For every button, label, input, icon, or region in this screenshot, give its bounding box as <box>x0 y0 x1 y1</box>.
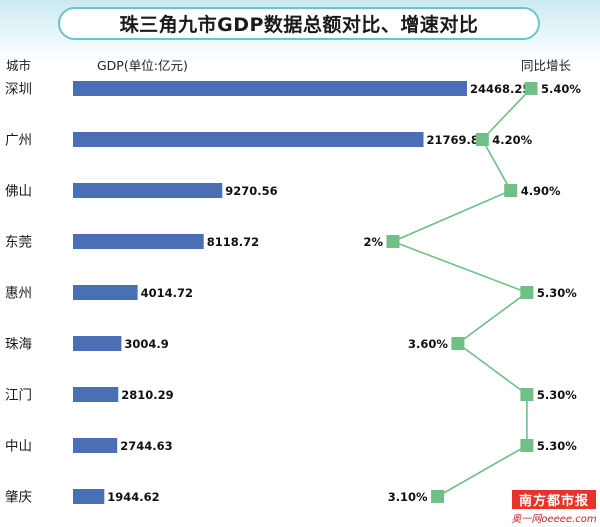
newspaper-logo: 南方都市报 <box>512 490 596 509</box>
chart-title: 珠三角九市GDP数据总额对比、增速对比 <box>119 14 479 36</box>
gdp-bar <box>73 489 105 504</box>
gdp-value-label: 1944.62 <box>107 490 159 504</box>
city-label: 珠海 <box>5 337 32 353</box>
gdp-bar <box>73 336 122 351</box>
growth-marker <box>504 184 518 197</box>
gdp-value-label: 8118.72 <box>207 235 259 249</box>
gdp-bar <box>73 234 204 249</box>
city-label: 江门 <box>5 388 32 404</box>
gdp-bar <box>73 132 424 147</box>
growth-value-label: 5.30% <box>537 439 577 453</box>
gdp-value-label: 3004.9 <box>124 337 168 351</box>
city-label: 深圳 <box>5 82 32 98</box>
gdp-value-label: 21769.84 <box>427 133 487 147</box>
city-label: 惠州 <box>5 286 32 302</box>
gdp-value-label: 9270.56 <box>225 184 277 198</box>
website-watermark: 奥一网oeeee.com <box>511 514 597 525</box>
growth-marker <box>451 337 465 350</box>
growth-value-label: 2% <box>363 235 383 249</box>
city-label: 广州 <box>5 133 32 149</box>
gdp-bar <box>73 81 467 96</box>
gdp-value-label: 24468.25 <box>470 82 530 96</box>
growth-marker <box>475 133 489 146</box>
city-label: 东莞 <box>5 235 32 251</box>
city-label: 肇庆 <box>5 490 32 506</box>
growth-value-label: 3.10% <box>388 490 428 504</box>
growth-marker <box>520 286 534 299</box>
growth-marker <box>524 82 538 95</box>
growth-marker <box>386 235 400 248</box>
chart-title-banner: 珠三角九市GDP数据总额对比、增速对比 <box>58 7 540 40</box>
growth-value-label: 3.60% <box>408 337 448 351</box>
growth-marker <box>520 439 534 452</box>
growth-value-label: 5.40% <box>541 82 581 96</box>
growth-value-label: 5.30% <box>537 388 577 402</box>
gdp-bar <box>73 285 138 300</box>
gdp-value-label: 2744.63 <box>120 439 172 453</box>
growth-column-header: 同比增长 <box>521 58 572 73</box>
gdp-bar <box>73 183 223 198</box>
growth-value-label: 5.30% <box>537 286 577 300</box>
growth-value-label: 4.20% <box>492 133 532 147</box>
gdp-column-header: GDP(单位:亿元) <box>97 58 188 73</box>
gdp-bar <box>73 438 118 453</box>
growth-marker <box>431 490 445 503</box>
city-label: 中山 <box>5 439 32 455</box>
gdp-value-label: 2810.29 <box>121 388 173 402</box>
growth-marker <box>520 388 534 401</box>
growth-line <box>390 87 532 498</box>
growth-value-label: 4.90% <box>521 184 561 198</box>
city-label: 佛山 <box>5 184 32 200</box>
gdp-value-label: 4014.72 <box>141 286 193 300</box>
gdp-bar <box>73 387 119 402</box>
city-column-header: 城市 <box>6 58 32 73</box>
